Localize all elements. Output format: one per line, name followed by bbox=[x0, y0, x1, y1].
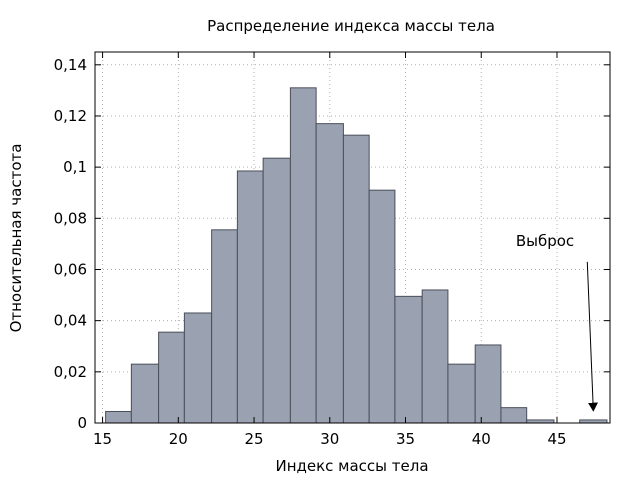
histogram-bar bbox=[342, 134, 370, 424]
histogram-bar bbox=[368, 189, 396, 424]
outlier-annotation-arrow bbox=[586, 261, 599, 412]
histogram-bar bbox=[289, 87, 317, 424]
histogram-bar bbox=[211, 229, 238, 424]
histogram-bar bbox=[262, 157, 291, 424]
plot-frame bbox=[94, 51, 611, 424]
y-tick-label: 0 bbox=[77, 414, 87, 432]
histogram-bars bbox=[105, 87, 608, 424]
histogram-bar bbox=[500, 407, 528, 424]
chart-title: Распределение индекса массы тела bbox=[207, 17, 495, 35]
y-tick-label: 0,08 bbox=[54, 209, 87, 227]
outlier-annotation-label: Выброс bbox=[516, 232, 574, 250]
histogram-bar bbox=[394, 295, 423, 424]
x-tick-label: 15 bbox=[93, 430, 112, 448]
x-tick-label: 25 bbox=[244, 430, 263, 448]
histogram-bar bbox=[447, 363, 476, 424]
histogram-bar bbox=[236, 170, 264, 424]
x-tick-label: 35 bbox=[396, 430, 415, 448]
y-axis-label: Относительная частота bbox=[7, 144, 25, 333]
axis-ticks bbox=[95, 52, 610, 424]
x-axis-label: Индекс массы тела bbox=[275, 457, 428, 475]
y-tick-labels: 0 0,02 0,04 0,06 0,08 0,1 0,12 0,14 bbox=[54, 56, 87, 432]
histogram-bar bbox=[130, 363, 160, 424]
histogram-bar bbox=[105, 410, 132, 424]
histogram-bar bbox=[183, 312, 213, 424]
y-tick-label: 0,04 bbox=[54, 312, 87, 330]
x-tick-labels: 15 20 25 30 35 40 45 bbox=[93, 430, 567, 448]
histogram-bar bbox=[474, 344, 502, 424]
y-tick-label: 0,12 bbox=[54, 107, 87, 125]
y-tick-label: 0,02 bbox=[54, 363, 87, 381]
x-tick-label: 30 bbox=[320, 430, 339, 448]
y-tick-label: 0,06 bbox=[54, 260, 87, 278]
histogram-bar bbox=[315, 123, 344, 424]
x-tick-label: 20 bbox=[169, 430, 188, 448]
histogram-bar bbox=[421, 289, 449, 424]
y-tick-label: 0,14 bbox=[54, 56, 87, 74]
x-tick-label: 40 bbox=[472, 430, 491, 448]
x-tick-label: 45 bbox=[547, 430, 566, 448]
histogram-bar bbox=[158, 331, 185, 424]
y-tick-label: 0,1 bbox=[63, 158, 87, 176]
